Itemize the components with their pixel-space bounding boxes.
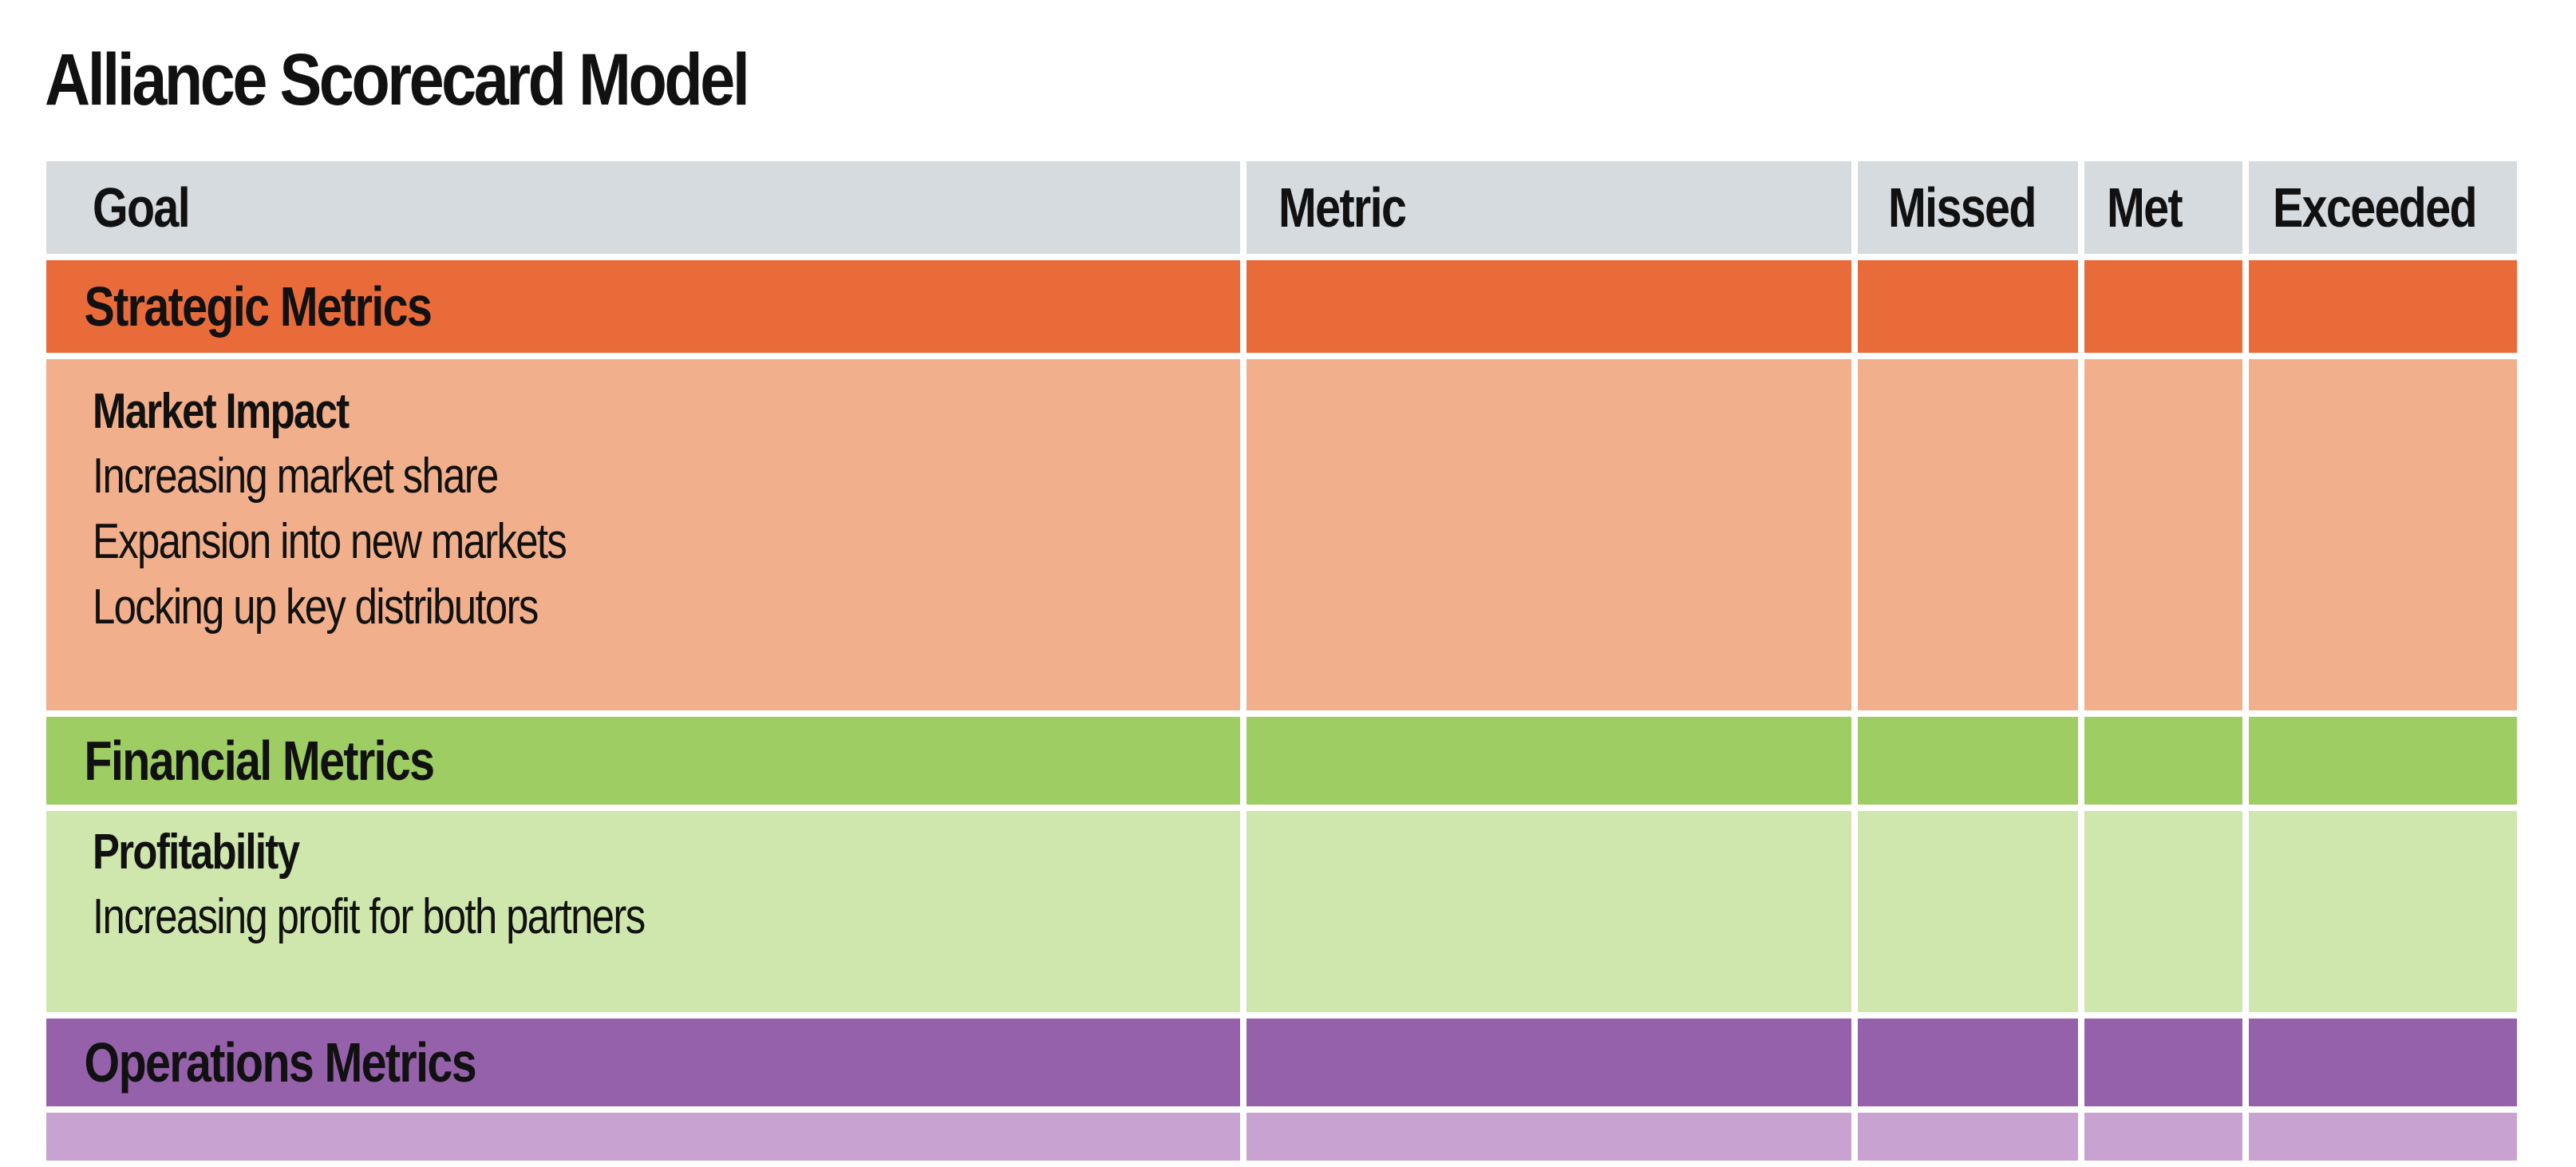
section-row-financial: Financial Metrics: [46, 717, 2517, 805]
metric-cell: [1247, 359, 1851, 710]
metric-cell: [1247, 1113, 1851, 1161]
metric-cell: [1247, 717, 1851, 805]
metric-cell: [1247, 1019, 1851, 1106]
met-cell: [2084, 1019, 2242, 1106]
section-title-operations: Operations Metrics: [46, 1019, 1240, 1106]
metric-cell: [1247, 811, 1851, 1012]
goal-item: Expansion into new markets: [93, 514, 567, 569]
detail-row-market-impact: Market Impact Increasing market share Ex…: [46, 359, 2517, 710]
goal-cell-profitability: Profitability Increasing profit for both…: [46, 811, 1240, 1012]
column-header-exceeded: Exceeded: [2249, 161, 2517, 254]
missed-cell: [1858, 1113, 2078, 1161]
page-title: Alliance Scorecard Model: [45, 39, 750, 121]
exceeded-cell: [2249, 260, 2517, 353]
goal-cell-market-impact: Market Impact Increasing market share Ex…: [46, 359, 1240, 710]
missed-cell: [1858, 1019, 2078, 1106]
missed-cell: [1858, 359, 2078, 710]
exceeded-cell: [2249, 717, 2517, 805]
exceeded-cell: [2249, 359, 2517, 710]
column-header-goal: Goal: [46, 161, 1240, 254]
goal-item: Locking up key distributors: [93, 580, 539, 635]
goal-item: Increasing profit for both partners: [93, 889, 646, 944]
missed-cell: [1858, 717, 2078, 805]
goal-subtitle: Market Impact: [93, 384, 350, 439]
exceeded-cell: [2249, 811, 2517, 1012]
met-cell: [2084, 811, 2242, 1012]
goal-item: Increasing market share: [93, 449, 499, 504]
detail-row-operations: [46, 1113, 2517, 1161]
metric-cell: [1247, 260, 1851, 353]
met-cell: [2084, 359, 2242, 710]
column-header-met: Met: [2084, 161, 2242, 254]
section-title-financial: Financial Metrics: [46, 717, 1240, 805]
table-header-row: Goal Metric Missed Met Exceeded: [46, 161, 2517, 254]
met-cell: [2084, 260, 2242, 353]
section-title-strategic: Strategic Metrics: [46, 260, 1240, 353]
scorecard-table: Goal Metric Missed Met Exceeded Strategi…: [40, 155, 2523, 1167]
exceeded-cell: [2249, 1019, 2517, 1106]
section-row-operations: Operations Metrics: [46, 1019, 2517, 1106]
met-cell: [2084, 717, 2242, 805]
missed-cell: [1858, 811, 2078, 1012]
detail-row-profitability: Profitability Increasing profit for both…: [46, 811, 2517, 1012]
column-header-missed: Missed: [1858, 161, 2078, 254]
column-header-metric: Metric: [1247, 161, 1851, 254]
met-cell: [2084, 1113, 2242, 1161]
exceeded-cell: [2249, 1113, 2517, 1161]
goal-subtitle: Profitability: [93, 825, 300, 880]
missed-cell: [1858, 260, 2078, 353]
goal-cell-operations: [46, 1113, 1240, 1161]
section-row-strategic: Strategic Metrics: [46, 260, 2517, 353]
